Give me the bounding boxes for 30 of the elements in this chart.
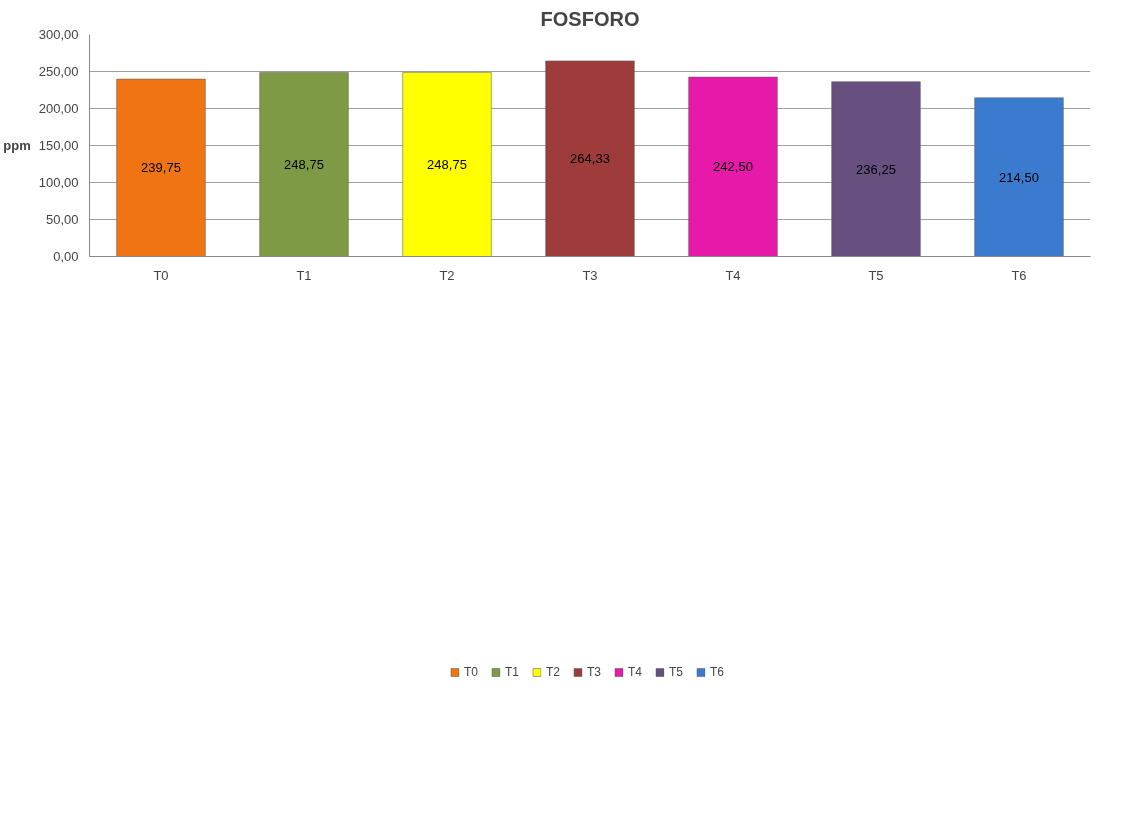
data-label: 236,25 (856, 161, 896, 177)
y-axis-title: ppm (3, 138, 31, 153)
x-tick-label: T3 (582, 267, 598, 283)
y-tick-label: 150,00 (38, 138, 79, 153)
x-tick-label: T6 (1011, 267, 1027, 283)
legend-label: T2 (546, 664, 561, 679)
x-tick-label: T4 (725, 267, 741, 283)
data-label: 242,50 (713, 159, 753, 175)
y-tick-label: 200,00 (38, 101, 79, 116)
chart-title: FOSFORO (540, 7, 640, 30)
data-label: 248,75 (284, 156, 324, 172)
x-tick-label: T1 (296, 267, 312, 283)
x-tick-label: T0 (153, 267, 169, 283)
legend-label: T4 (628, 664, 643, 679)
y-tick-label: 50,00 (45, 212, 79, 227)
data-label: 264,33 (570, 151, 610, 167)
y-tick-label: 300,00 (38, 27, 79, 42)
data-label: 248,75 (427, 156, 467, 172)
data-label: 239,75 (141, 160, 181, 176)
legend-label: T6 (710, 664, 725, 679)
legend-label: T1 (505, 664, 520, 679)
y-tick-label: 100,00 (38, 175, 79, 190)
legend-label: T5 (669, 664, 684, 679)
data-label: 214,50 (999, 169, 1039, 185)
x-tick-label: T2 (439, 267, 455, 283)
y-tick-label: 0,00 (53, 249, 79, 264)
legend-label: T3 (587, 664, 602, 679)
legend-label: T0 (464, 664, 479, 679)
x-tick-label: T5 (868, 267, 884, 283)
y-tick-label: 250,00 (38, 64, 79, 79)
